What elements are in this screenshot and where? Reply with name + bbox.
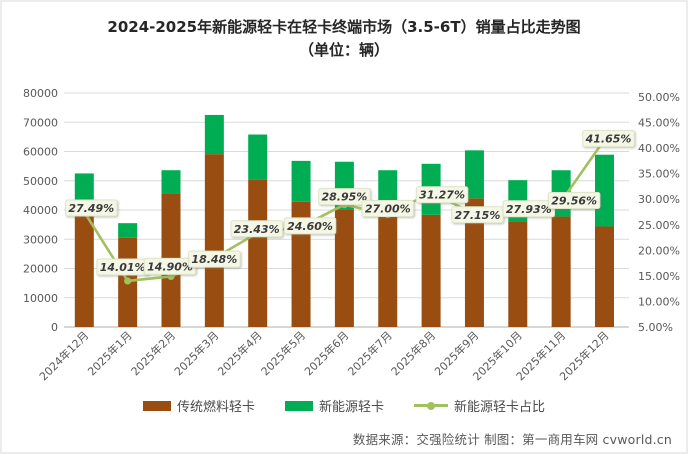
bar-nev xyxy=(204,114,224,155)
bar-ice xyxy=(204,154,224,327)
legend-item-ice: 传统燃料轻卡 xyxy=(142,396,255,415)
share-label: 27.00% xyxy=(365,203,411,216)
y-left-tick-label: 10000 xyxy=(23,292,58,305)
share-label: 27.49% xyxy=(68,202,114,215)
y-right-tick-label: 10.00% xyxy=(638,295,680,308)
bar-ice xyxy=(551,216,571,327)
share-label-box xyxy=(230,220,283,238)
x-tick-label: 2025年7月 xyxy=(345,328,395,378)
bar-nev xyxy=(161,170,181,194)
y-left-tick-label: 80000 xyxy=(23,87,58,100)
y-right-tick-label: 15.00% xyxy=(638,270,680,283)
share-label-box xyxy=(361,200,414,218)
bar-ice xyxy=(334,209,354,327)
share-label: 28.95% xyxy=(321,191,367,204)
x-tick-label: 2025年6月 xyxy=(301,328,351,378)
share-label: 24.60% xyxy=(287,220,333,233)
y-right-tick-label: 45.00% xyxy=(638,117,680,130)
share-label-box xyxy=(415,186,469,204)
bar-ice xyxy=(248,179,268,327)
bar-nev xyxy=(464,150,484,199)
y-right-tick-label: 40.00% xyxy=(638,142,680,155)
x-tick-label: 2025年5月 xyxy=(258,328,308,378)
bar-nev xyxy=(595,154,614,227)
y-right-tick-label: 20.00% xyxy=(638,244,680,257)
y-left-tick-label: 40000 xyxy=(23,204,58,217)
share-label-box xyxy=(318,188,371,206)
share-label: 14.01% xyxy=(100,261,146,274)
chart-title-line1: 2024-2025年新能源轻卡在轻卡终端市场（3.5-6T）销量占比走势图 xyxy=(107,18,581,36)
share-line-swatch-icon xyxy=(414,401,448,411)
bar-ice xyxy=(378,212,398,327)
bar-ice xyxy=(421,214,441,327)
share-label-box xyxy=(283,217,337,235)
share-label-box xyxy=(65,199,118,217)
share-label: 27.15% xyxy=(455,209,501,222)
bar-ice xyxy=(595,226,614,327)
share-label: 31.27% xyxy=(419,189,465,202)
bar-nev xyxy=(118,223,138,238)
x-tick-label: 2025年8月 xyxy=(388,328,438,378)
share-marker xyxy=(124,277,132,285)
y-right-tick-label: 35.00% xyxy=(638,168,680,181)
x-tick-label: 2024年12月 xyxy=(36,328,91,383)
chart-title-line2: （单位：辆） xyxy=(298,41,389,59)
bar-nev xyxy=(248,134,268,180)
x-tick-label: 2025年3月 xyxy=(171,328,221,378)
y-right-tick-label: 25.00% xyxy=(638,219,680,232)
legend-label-nev: 新能源轻卡 xyxy=(318,400,384,415)
x-tick-label: 2025年2月 xyxy=(128,328,178,378)
y-left-tick-label: 60000 xyxy=(23,146,58,159)
bar-ice xyxy=(74,215,94,327)
bar-ice xyxy=(508,221,528,327)
y-right-tick-label: 50.00% xyxy=(638,91,680,104)
y-left-tick-label: 20000 xyxy=(23,263,58,276)
y-right-tick-label: 30.00% xyxy=(638,193,680,206)
share-label: 41.65% xyxy=(585,133,632,146)
x-tick-label: 2025年4月 xyxy=(215,328,265,378)
legend-item-nev: 新能源轻卡 xyxy=(284,396,384,415)
ice-bar-swatch-icon xyxy=(142,400,171,411)
source-note: 数据来源：交强险统计 制图：第一商用车网 cvworld.cn xyxy=(352,432,672,447)
y-left-tick-label: 70000 xyxy=(23,116,58,129)
share-label: 23.43% xyxy=(234,223,280,236)
y-left-tick-label: 50000 xyxy=(23,175,58,188)
y-left-tick-label: 0 xyxy=(51,321,58,334)
legend-item-share: 新能源轻卡占比 xyxy=(414,396,545,415)
chart-title: 2024-2025年新能源轻卡在轻卡终端市场（3.5-6T）销量占比走势图 （单… xyxy=(2,16,686,62)
share-label: 18.48% xyxy=(191,253,237,266)
bar-nev xyxy=(291,160,311,202)
share-label: 14.90% xyxy=(147,260,193,273)
legend-label-ice: 传统燃料轻卡 xyxy=(176,400,255,415)
share-label-box xyxy=(188,250,241,268)
share-label-box xyxy=(547,191,601,209)
bar-ice xyxy=(464,198,484,327)
share-label: 27.93% xyxy=(506,203,552,216)
nev-bar-swatch-icon xyxy=(284,400,313,411)
share-label-box xyxy=(582,130,635,148)
y-left-tick-label: 30000 xyxy=(23,233,58,246)
x-tick-label: 2025年1月 xyxy=(85,328,135,378)
legend-label-share: 新能源轻卡占比 xyxy=(454,400,546,415)
share-label: 29.56% xyxy=(551,194,597,207)
legend: 传统燃料轻卡 新能源轻卡 新能源轻卡占比 xyxy=(2,396,686,415)
y-right-tick-label: 5.00% xyxy=(638,321,673,334)
